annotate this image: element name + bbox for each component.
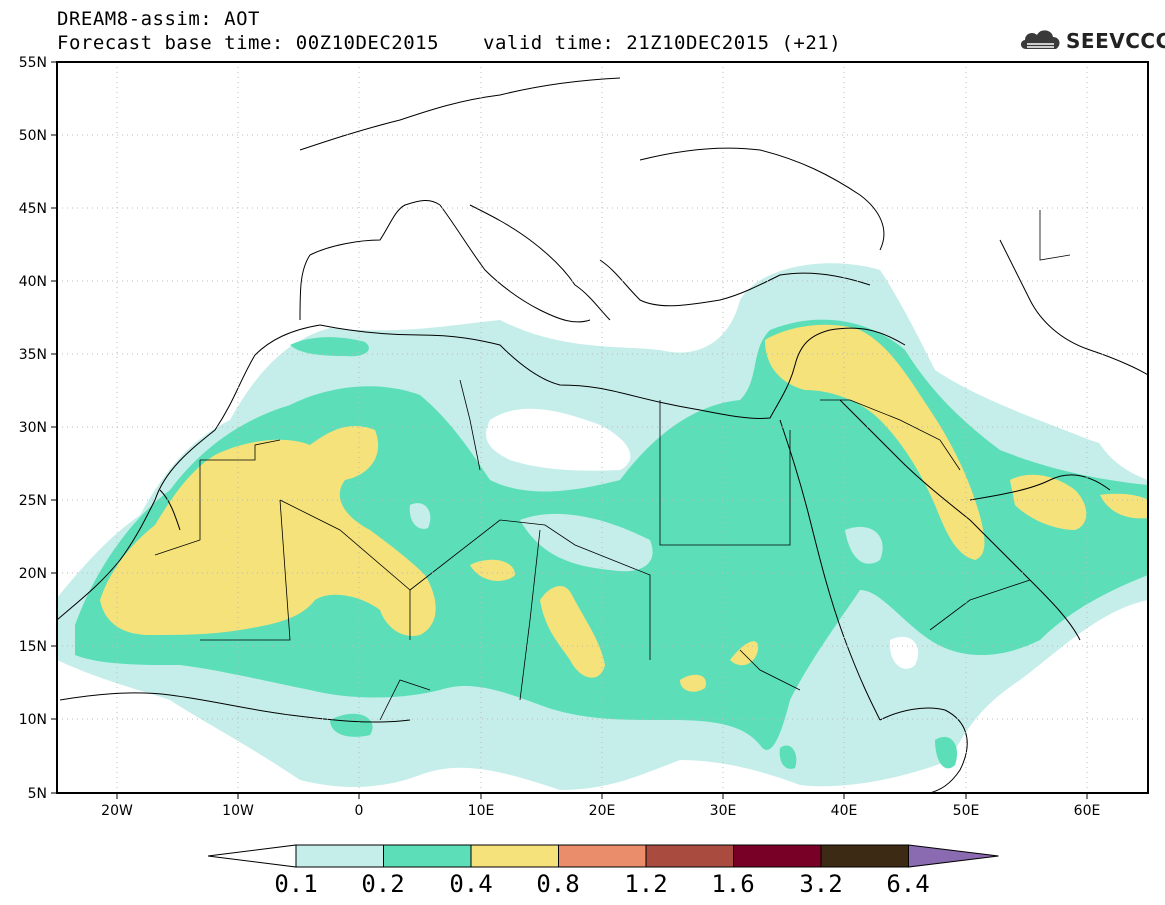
lon-label: 10E (468, 803, 495, 819)
lat-label: 40N (19, 274, 47, 290)
lon-label: 50E (953, 803, 980, 819)
lat-label: 5N (28, 786, 47, 802)
lat-label: 45N (19, 201, 47, 217)
colorbar-label: 0.1 (274, 870, 317, 898)
colorbar-swatch (383, 844, 472, 868)
colorbar-arrow-high (908, 844, 999, 868)
cloud-icon (1020, 30, 1060, 49)
aot-level-0.1-pockets (409, 503, 883, 572)
lon-label: 0 (355, 803, 364, 819)
lat-label: 15N (19, 639, 47, 655)
lat-label: 50N (19, 128, 47, 144)
lon-label: 40E (831, 803, 858, 819)
title-line1: DREAM8-assim: AOT (57, 8, 260, 30)
colorbar-label: 1.6 (711, 870, 754, 898)
lat-label: 10N (19, 712, 47, 728)
colorbar-swatch (733, 844, 822, 868)
aot-field (57, 263, 1148, 790)
lon-label: 20E (589, 803, 616, 819)
axis-ticks (51, 61, 1088, 799)
colorbar-label: 3.2 (799, 870, 842, 898)
lat-label: 20N (19, 566, 47, 582)
colorbar-swatch (820, 844, 909, 868)
graticule (57, 62, 1148, 793)
colorbar-labels: 0.1 0.2 0.4 0.8 1.2 1.6 3.2 6.4 (274, 870, 929, 898)
colorbar-label: 6.4 (886, 870, 929, 898)
longitude-labels: 20W 10W 0 10E 20E 30E 40E 50E 60E (101, 803, 1100, 819)
lat-label: 35N (19, 347, 47, 363)
colorbar-label: 1.2 (624, 870, 667, 898)
lon-label: 30E (710, 803, 737, 819)
colorbar (207, 844, 999, 868)
logo-text: SEEVCCC (1066, 29, 1165, 53)
country-borders (154, 210, 1071, 721)
title-valid-time: valid time: 21Z10DEC2015 (+21) (483, 32, 842, 54)
seevccc-logo: SEEVCCC (1018, 23, 1165, 57)
title-base-time: Forecast base time: 00Z10DEC2015 (57, 32, 440, 54)
colorbar-label: 0.8 (536, 870, 579, 898)
colorbar-swatch (645, 844, 734, 868)
lat-label: 30N (19, 420, 47, 436)
coastlines (57, 77, 1148, 793)
colorbar-label: 0.2 (361, 870, 404, 898)
lon-label: 20W (101, 803, 133, 819)
lon-label: 60E (1074, 803, 1101, 819)
colorbar-swatch (558, 844, 647, 868)
colorbar-swatch (470, 844, 559, 868)
aot-level-0.4 (100, 324, 1148, 692)
lat-label: 25N (19, 493, 47, 509)
colorbar-label: 0.4 (449, 870, 492, 898)
colorbar-swatch (295, 844, 384, 868)
lat-label: 55N (19, 55, 47, 71)
colorbar-arrow-low (207, 844, 297, 868)
lon-label: 10W (222, 803, 254, 819)
latitude-labels: 55N 50N 45N 40N 35N 30N 25N 20N 15N 10N … (19, 55, 47, 802)
